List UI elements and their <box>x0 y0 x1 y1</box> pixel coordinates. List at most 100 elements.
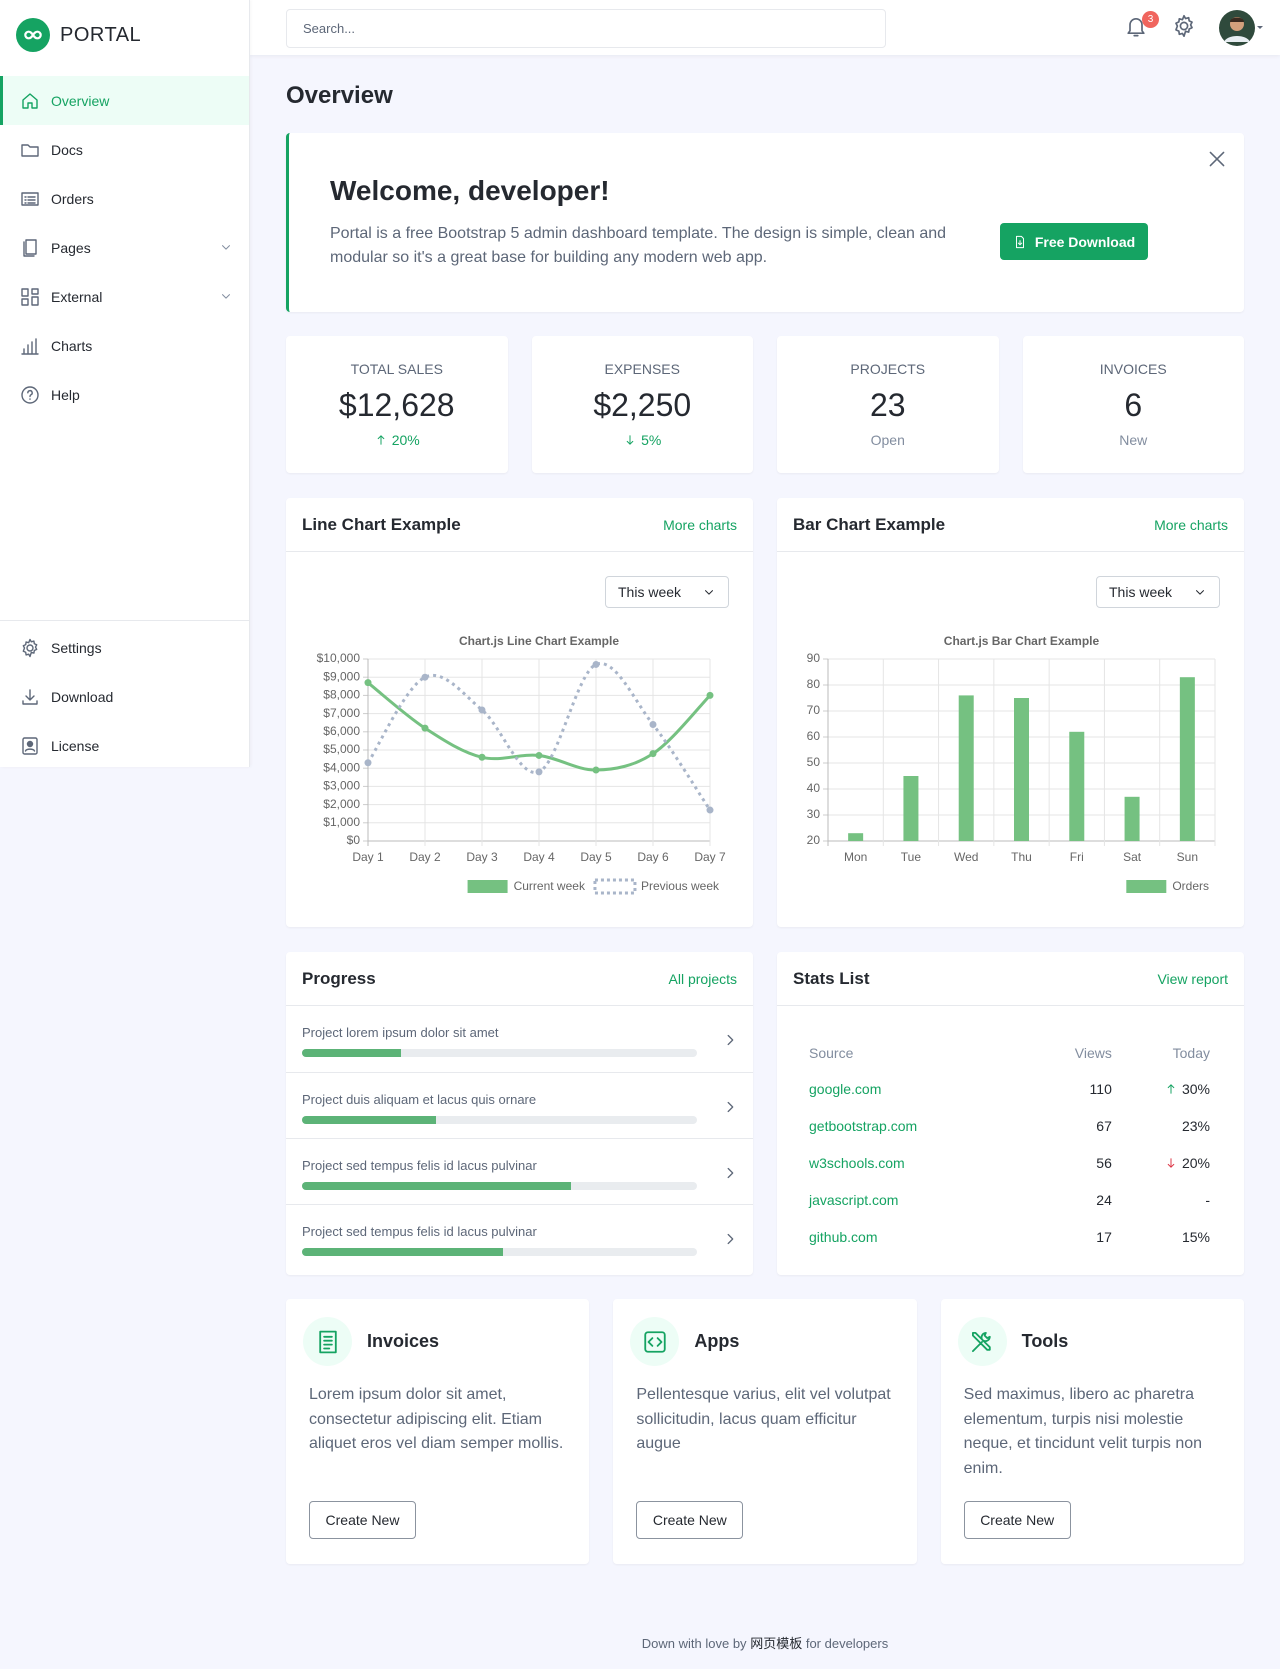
bar <box>1014 698 1029 841</box>
card-link[interactable]: All projects <box>668 970 737 987</box>
avatar[interactable] <box>1219 10 1263 46</box>
feature-card: Tools Sed maximus, libero ac pharetra ele… <box>940 1299 1244 1564</box>
chart-card: Line Chart Example More charts Chart.js Li… <box>286 498 753 927</box>
chevron-part <box>727 1233 734 1245</box>
bar <box>848 833 864 841</box>
chevron <box>727 1034 734 1046</box>
trend-arrow-part <box>1167 1157 1175 1168</box>
nav-label: Settings <box>51 639 102 656</box>
legend: Current week Previous week <box>467 878 720 895</box>
progress-item[interactable]: Project sed tempus felis id lacus pulvin… <box>286 1138 753 1204</box>
stat-card[interactable]: TOTAL SALES $12,628 20% <box>286 336 508 473</box>
today-cell: 23% <box>1113 1107 1211 1144</box>
select-arrow-part <box>1196 590 1204 595</box>
progress-track <box>302 1116 697 1124</box>
source-link[interactable]: javascript.com <box>809 1191 899 1208</box>
create-button[interactable]: Create New <box>636 1501 744 1539</box>
nav-link[interactable]: Orders <box>0 174 249 223</box>
nav-icon <box>22 92 38 109</box>
data-point <box>706 806 714 814</box>
source-link[interactable]: getbootstrap.com <box>809 1117 918 1134</box>
create-button[interactable]: Create New <box>963 1501 1071 1539</box>
nav-link[interactable]: Docs <box>0 125 249 174</box>
stat-card[interactable]: INVOICES 6 New <box>1022 336 1245 473</box>
trend-arrow <box>377 435 385 445</box>
x-tick-label: Day 1 <box>352 850 384 864</box>
notification-bell-part <box>1127 17 1145 37</box>
welcome-text: Portal is a free Bootstrap 5 admin dashb… <box>330 225 947 266</box>
stat-value: $12,628 <box>338 387 455 423</box>
source-link[interactable]: github.com <box>809 1228 878 1245</box>
stat-note: New <box>1119 432 1148 448</box>
period-select[interactable]: This week <box>605 576 729 608</box>
x-tick-label: Day 3 <box>466 850 498 864</box>
progress-item[interactable]: Project duis aliquam et lacus quis ornar… <box>286 1072 753 1138</box>
footer-text: for developers <box>805 1636 889 1651</box>
nav-link[interactable]: Help <box>0 370 249 419</box>
stat-value: $2,250 <box>593 387 692 423</box>
x-tick-label: Day 2 <box>409 850 441 864</box>
stat-sub: New <box>1023 432 1245 448</box>
nav-link[interactable]: License <box>0 721 249 770</box>
chevron <box>727 1101 734 1113</box>
stats-table: Source Views Today google.com 110 30% getboots… <box>808 1036 1211 1255</box>
nav-link[interactable]: Pages <box>0 223 249 272</box>
bar <box>1179 677 1195 841</box>
source-cell: javascript.com <box>808 1181 1033 1218</box>
source-link[interactable]: w3schools.com <box>809 1154 905 1171</box>
source-cell: google.com <box>808 1070 1033 1107</box>
chevron <box>727 1167 734 1179</box>
create-button[interactable]: Create New <box>309 1501 416 1539</box>
nav-icon-part <box>21 337 39 355</box>
card-link[interactable]: View report <box>1157 970 1228 987</box>
settings-button[interactable] <box>1172 14 1196 38</box>
nav-link[interactable]: Settings <box>0 623 249 672</box>
progress-item[interactable]: Project lorem ipsum dolor sit amet <box>286 1006 753 1072</box>
card-link[interactable]: More charts <box>663 516 737 533</box>
progress-bar <box>302 1116 437 1124</box>
stat-card[interactable]: EXPENSES $2,250 5% <box>531 336 753 473</box>
project-name: Project sed tempus felis id lacus pulvin… <box>302 1158 537 1173</box>
y-tick-label: $2,000 <box>323 797 360 811</box>
y-tick-label: 70 <box>807 703 821 717</box>
nav-link[interactable]: Charts <box>0 321 249 370</box>
progress-item[interactable]: Project sed tempus felis id lacus pulvin… <box>286 1204 753 1270</box>
settings-button-part <box>1179 21 1189 31</box>
nav-icon-part <box>27 389 33 400</box>
chart-title: Chart.js Line Chart Example <box>459 634 619 648</box>
feature-row: Invoices Lorem ipsum dolor sit amet, cons… <box>286 1299 1244 1564</box>
table-row: github.com 17 15% <box>808 1218 1211 1255</box>
progress-bar <box>302 1182 571 1190</box>
period-select[interactable]: This week <box>1096 576 1220 608</box>
stat-label: PROJECTS <box>850 361 926 377</box>
trend-arrow <box>1167 1083 1175 1094</box>
y-tick-label: $8,000 <box>323 688 360 702</box>
data-point <box>364 679 372 687</box>
y-tick-label: $5,000 <box>323 742 360 756</box>
select-arrow <box>1196 590 1204 595</box>
x-tick-label: Sat <box>1123 850 1142 864</box>
stat-card[interactable]: PROJECTS 23 Open <box>777 336 999 473</box>
data-point <box>592 660 600 668</box>
notification-bell[interactable] <box>1124 14 1148 38</box>
chart: Chart.js Line Chart Example $0 $1,000 $2,00… <box>317 634 726 895</box>
feature-glyph-part <box>972 1331 991 1352</box>
list-row: Progress All projects Project lorem ipsum … <box>286 952 1244 1275</box>
stat-change: 20% <box>391 432 420 448</box>
nav-link[interactable]: External <box>0 272 249 321</box>
close-button[interactable] <box>1206 148 1228 170</box>
footer-link[interactable]: 网页模板 <box>750 1636 803 1651</box>
source-link[interactable]: google.com <box>809 1080 882 1097</box>
card-link[interactable]: More charts <box>1154 516 1228 533</box>
nav-icon <box>22 736 38 755</box>
nav-icon-part <box>21 143 39 157</box>
download-button[interactable]: Free Download <box>1000 223 1148 260</box>
y-tick-label: 60 <box>807 729 821 743</box>
chevron-part <box>222 294 230 299</box>
nav-icon-part <box>21 287 39 306</box>
nav-icon-part <box>26 643 34 652</box>
nav-link[interactable]: Overview <box>0 76 249 125</box>
search-box[interactable]: Search... <box>286 9 886 48</box>
nav-link[interactable]: Download <box>0 672 249 721</box>
today-value: 30% <box>1181 1080 1210 1097</box>
